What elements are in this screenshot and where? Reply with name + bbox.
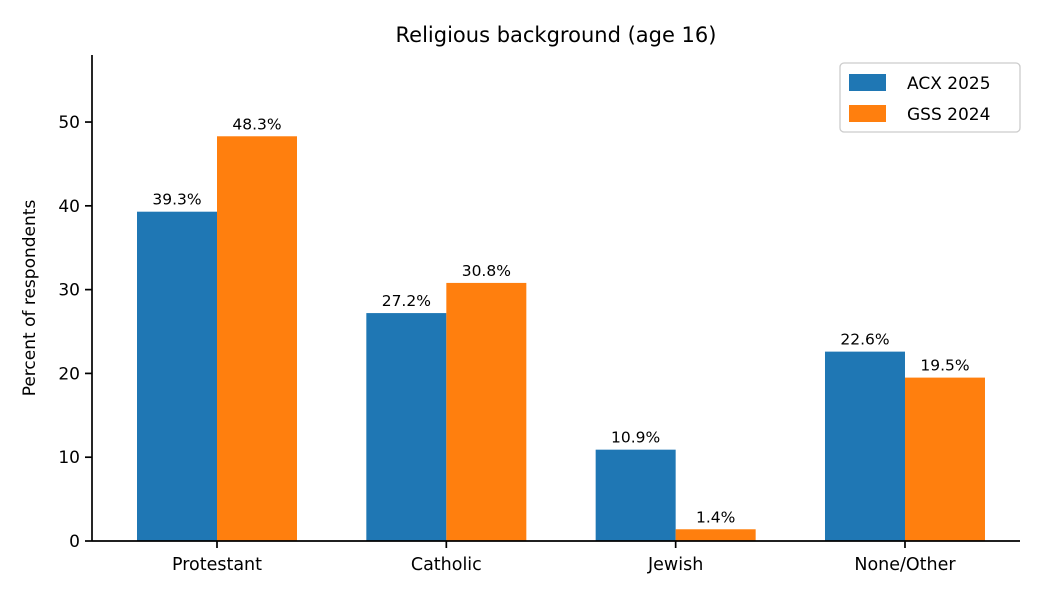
x-tick-label-catholic: Catholic [411, 555, 482, 575]
value-label-acx-2025-jewish: 10.9% [611, 429, 660, 447]
x-tick-label-none-other: None/Other [854, 555, 956, 575]
value-label-gss-2024-protestant: 48.3% [232, 115, 281, 133]
y-tick-label-30: 30 [58, 281, 80, 301]
bar-gss-2024-jewish [675, 529, 756, 541]
bar-gss-2024-catholic [446, 282, 527, 541]
bars-group [137, 136, 985, 542]
y-tick-label-20: 20 [58, 364, 80, 384]
bar-acx-2025-protestant [137, 211, 217, 541]
y-tick-label-0: 0 [69, 532, 80, 552]
legend-label-gss-2024: GSS 2024 [907, 105, 990, 125]
value-label-acx-2025-protestant: 39.3% [152, 191, 201, 209]
bar-acx-2025-catholic [366, 313, 447, 541]
value-label-gss-2024-jewish: 1.4% [696, 508, 735, 526]
bar-gss-2024-protestant [217, 136, 297, 542]
x-tick-label-jewish: Jewish [647, 555, 703, 575]
legend: ACX 2025 GSS 2024 [839, 62, 1021, 133]
y-axis-label: Percent of respondents [20, 200, 40, 397]
legend-swatch-acx-2025 [849, 74, 886, 91]
legend-label-acx-2025: ACX 2025 [907, 74, 991, 94]
bar-acx-2025-jewish [595, 449, 676, 541]
bar-value-labels: 39.3% 27.2% 10.9% 22.6% 48.3% 30.8% 1.4% 19.5% [152, 115, 969, 526]
x-axis-ticks: Protestant Catholic Jewish None/Other [172, 541, 956, 575]
value-label-acx-2025-none-other: 22.6% [840, 331, 889, 349]
y-tick-label-10: 10 [58, 448, 80, 468]
y-tick-label-40: 40 [58, 197, 80, 217]
bar-acx-2025-none-other [824, 351, 905, 541]
y-axis-ticks: 0 10 20 30 40 50 [58, 113, 92, 552]
bar-gss-2024-none-other [904, 377, 985, 541]
x-tick-label-protestant: Protestant [172, 555, 262, 575]
chart-title: Religious background (age 16) [396, 23, 717, 47]
value-label-gss-2024-none-other: 19.5% [920, 357, 969, 375]
legend-swatch-gss-2024 [849, 105, 886, 122]
y-tick-label-50: 50 [58, 113, 80, 133]
value-label-gss-2024-catholic: 30.8% [462, 262, 511, 280]
value-label-acx-2025-catholic: 27.2% [382, 292, 431, 310]
